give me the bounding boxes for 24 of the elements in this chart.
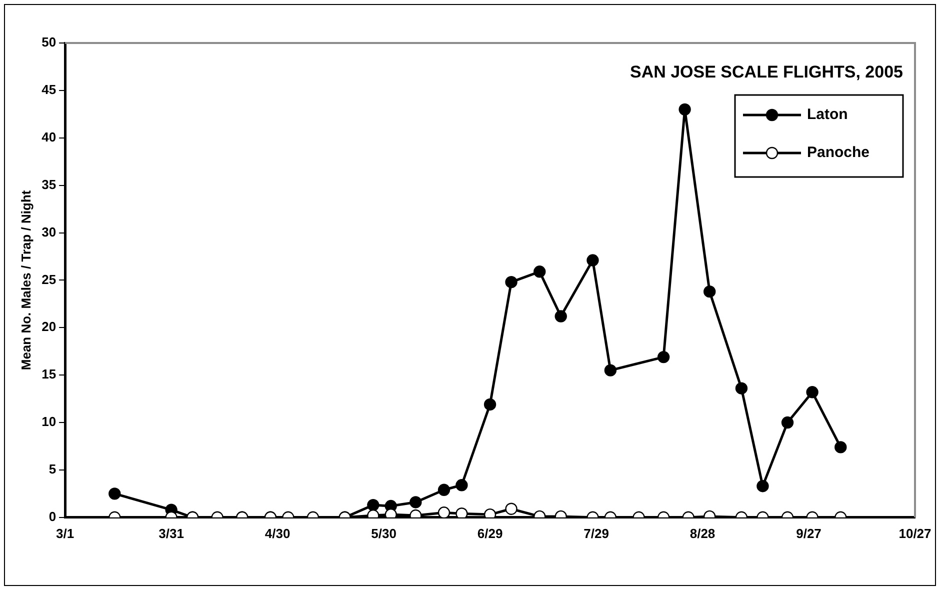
x-tick-label: 3/31 xyxy=(158,526,184,541)
x-tick-label: 10/27 xyxy=(898,526,932,541)
legend-label: Laton xyxy=(807,106,848,124)
y-tick-label: 10 xyxy=(42,414,56,430)
legend-label: Panoche xyxy=(807,144,870,162)
y-tick-label: 35 xyxy=(42,176,56,192)
y-tick-label: 40 xyxy=(42,129,56,144)
text: SAN JOSE SCALE FLIGHTS, 2005 xyxy=(630,62,903,82)
x-tick-label: 3/1 xyxy=(56,526,74,541)
y-tick-label: 0 xyxy=(48,508,56,524)
y-tick-label: 50 xyxy=(42,34,56,50)
y-tick-label: 20 xyxy=(42,319,56,334)
y-axis-title: Mean No. Males / Trap / Night xyxy=(18,190,34,370)
y-tick-label: 45 xyxy=(42,82,56,98)
x-tick-label: 7/29 xyxy=(584,526,609,541)
y-tick-label: 15 xyxy=(42,366,56,382)
y-tick-label: 30 xyxy=(42,224,56,240)
y-tick-label: 5 xyxy=(48,462,56,477)
x-tick-label: 4/30 xyxy=(264,526,290,541)
y-tick-label: 25 xyxy=(42,272,56,287)
x-tick-label: 5/30 xyxy=(371,526,396,541)
x-tick-label: 6/29 xyxy=(477,526,503,541)
x-tick-label: 8/28 xyxy=(690,526,716,541)
x-tick-label: 9/27 xyxy=(796,526,822,541)
